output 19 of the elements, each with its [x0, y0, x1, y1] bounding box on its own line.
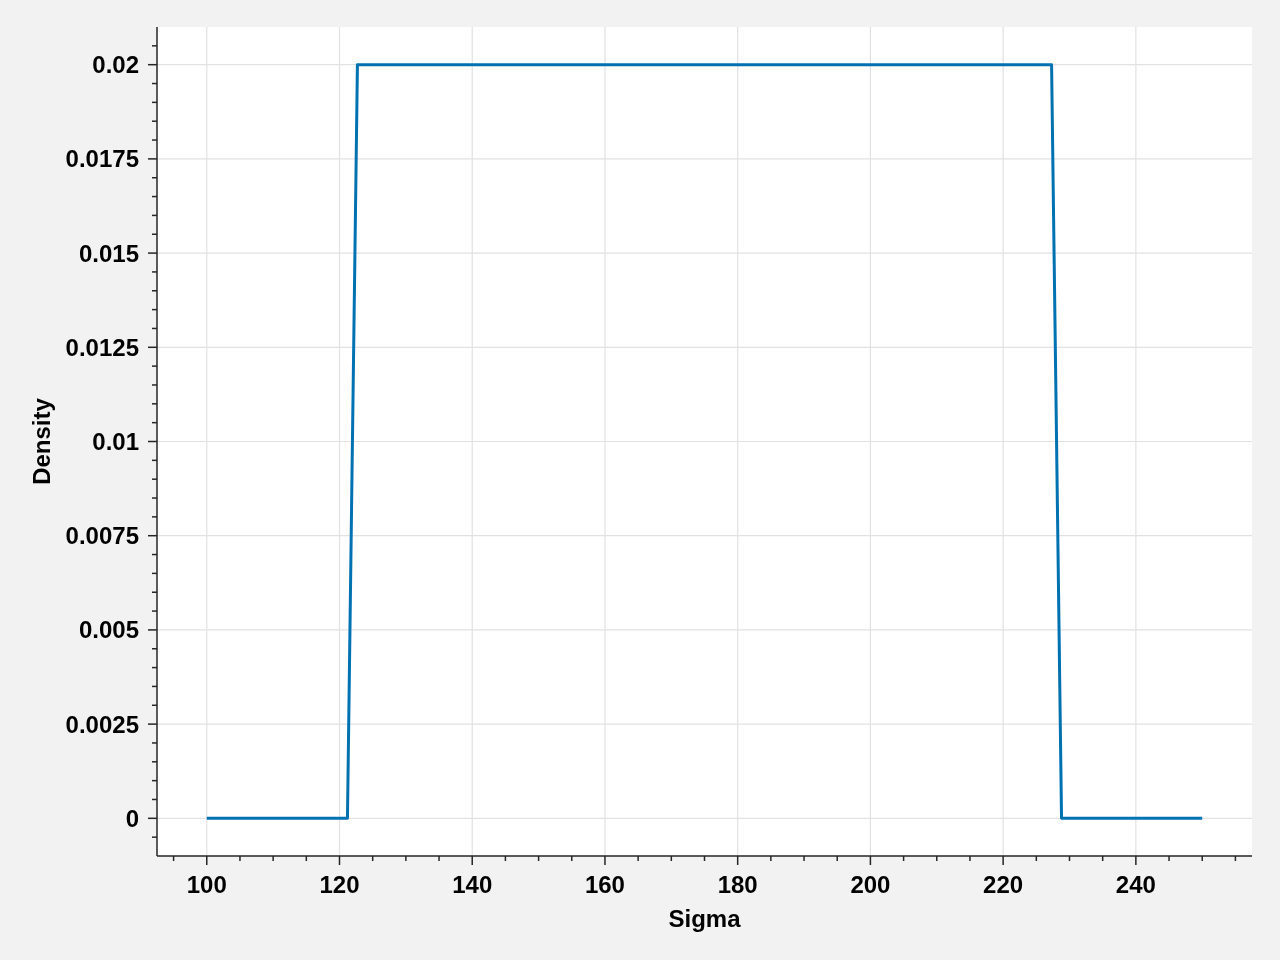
x-tick-label: 220 — [983, 871, 1024, 898]
x-axis-title: Sigma — [668, 905, 742, 932]
y-tick-label: 0.015 — [78, 239, 139, 267]
y-tick-label: 0.0025 — [65, 710, 139, 738]
x-tick-label: 100 — [186, 871, 227, 898]
x-tick-label: 240 — [1115, 871, 1156, 898]
y-tick-label: 0.0175 — [65, 145, 139, 173]
y-tick-label: 0.02 — [92, 51, 139, 79]
y-tick-label: 0.01 — [92, 428, 139, 455]
x-tick-label: 140 — [452, 871, 493, 898]
y-tick-label: 0.0125 — [65, 333, 139, 361]
y-tick-label: 0.0075 — [65, 522, 139, 550]
y-axis-title: Density — [28, 397, 55, 485]
x-tick-label: 120 — [319, 871, 360, 898]
x-tick-label: 160 — [584, 871, 625, 898]
x-tick-label: 200 — [850, 871, 891, 898]
y-tick-label: 0 — [125, 804, 139, 832]
y-tick-label: 0.005 — [78, 616, 139, 644]
x-tick-label: 180 — [717, 871, 758, 898]
